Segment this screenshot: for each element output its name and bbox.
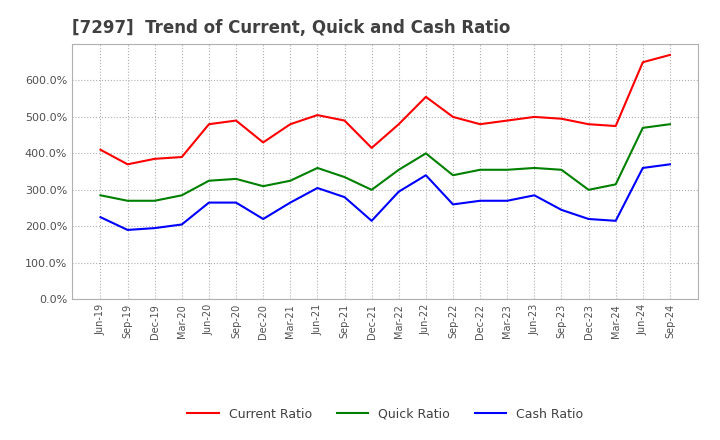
Line: Quick Ratio: Quick Ratio (101, 124, 670, 201)
Quick Ratio (204, 178, 213, 183)
Cash Ratio (123, 227, 132, 233)
Cash Ratio (476, 198, 485, 203)
Quick Ratio (584, 187, 593, 192)
Current Ratio (123, 161, 132, 167)
Cash Ratio (395, 189, 403, 194)
Current Ratio (178, 154, 186, 160)
Cash Ratio (259, 216, 268, 222)
Quick Ratio (639, 125, 647, 131)
Current Ratio (530, 114, 539, 120)
Cash Ratio (178, 222, 186, 227)
Current Ratio (611, 123, 620, 128)
Current Ratio (557, 116, 566, 121)
Cash Ratio (150, 225, 159, 231)
Cash Ratio (313, 185, 322, 191)
Quick Ratio (367, 187, 376, 192)
Quick Ratio (341, 174, 349, 180)
Current Ratio (204, 121, 213, 127)
Current Ratio (232, 118, 240, 123)
Quick Ratio (557, 167, 566, 172)
Cash Ratio (503, 198, 511, 203)
Cash Ratio (557, 207, 566, 213)
Cash Ratio (421, 172, 430, 178)
Quick Ratio (449, 172, 457, 178)
Line: Current Ratio: Current Ratio (101, 55, 670, 164)
Quick Ratio (123, 198, 132, 203)
Quick Ratio (259, 183, 268, 189)
Current Ratio (150, 156, 159, 161)
Cash Ratio (665, 161, 674, 167)
Text: [7297]  Trend of Current, Quick and Cash Ratio: [7297] Trend of Current, Quick and Cash … (72, 19, 510, 37)
Current Ratio (421, 94, 430, 99)
Quick Ratio (476, 167, 485, 172)
Quick Ratio (421, 151, 430, 156)
Current Ratio (449, 114, 457, 120)
Line: Cash Ratio: Cash Ratio (101, 164, 670, 230)
Cash Ratio (530, 193, 539, 198)
Current Ratio (96, 147, 105, 152)
Current Ratio (476, 121, 485, 127)
Cash Ratio (584, 216, 593, 222)
Cash Ratio (639, 165, 647, 171)
Cash Ratio (204, 200, 213, 205)
Quick Ratio (530, 165, 539, 171)
Quick Ratio (665, 121, 674, 127)
Cash Ratio (96, 215, 105, 220)
Cash Ratio (449, 202, 457, 207)
Current Ratio (313, 113, 322, 118)
Quick Ratio (395, 167, 403, 172)
Current Ratio (286, 121, 294, 127)
Current Ratio (259, 140, 268, 145)
Cash Ratio (232, 200, 240, 205)
Cash Ratio (286, 200, 294, 205)
Current Ratio (503, 118, 511, 123)
Current Ratio (584, 121, 593, 127)
Cash Ratio (341, 194, 349, 200)
Quick Ratio (286, 178, 294, 183)
Current Ratio (639, 59, 647, 65)
Quick Ratio (96, 193, 105, 198)
Current Ratio (367, 145, 376, 150)
Current Ratio (395, 121, 403, 127)
Cash Ratio (611, 218, 620, 224)
Current Ratio (341, 118, 349, 123)
Quick Ratio (313, 165, 322, 171)
Quick Ratio (611, 182, 620, 187)
Quick Ratio (503, 167, 511, 172)
Cash Ratio (367, 218, 376, 224)
Legend: Current Ratio, Quick Ratio, Cash Ratio: Current Ratio, Quick Ratio, Cash Ratio (182, 403, 588, 425)
Current Ratio (665, 52, 674, 58)
Quick Ratio (178, 193, 186, 198)
Quick Ratio (150, 198, 159, 203)
Quick Ratio (232, 176, 240, 182)
